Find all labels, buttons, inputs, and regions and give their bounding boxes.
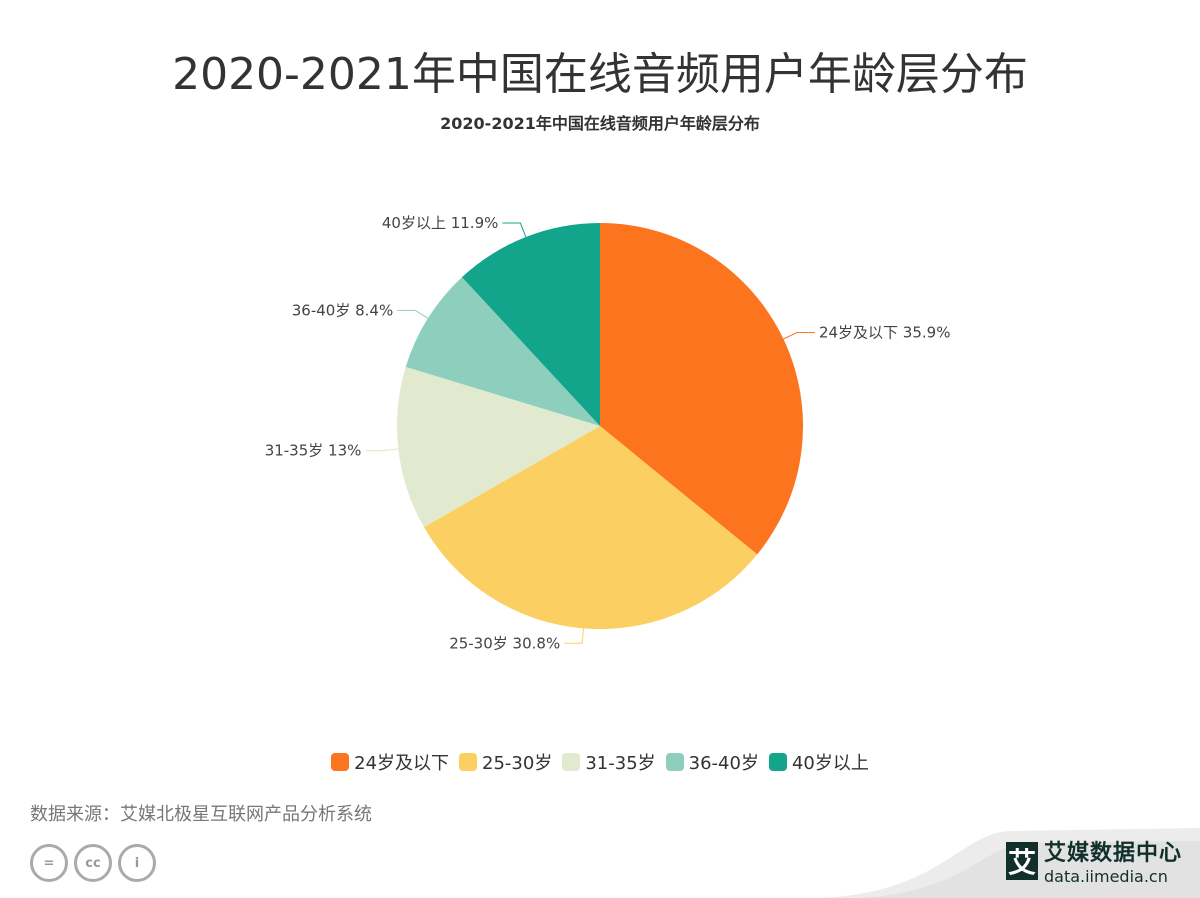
logo: 艾 艾媒数据中心 data.iimedia.cn bbox=[1005, 835, 1182, 886]
page-title: 2020-2021年中国在线音频用户年龄层分布 bbox=[172, 49, 1028, 100]
data-label-4: 40岁以上 11.9% bbox=[382, 214, 499, 232]
data-label-3: 36-40岁 8.4% bbox=[292, 301, 393, 319]
data-label-0: 24岁及以下 35.9% bbox=[819, 324, 951, 342]
legend-swatch bbox=[331, 753, 350, 771]
pie-slice-4[interactable] bbox=[461, 223, 600, 426]
legend-item-4[interactable]: 40岁以上 bbox=[768, 749, 869, 775]
legend-item-3[interactable]: 36-40岁 bbox=[665, 749, 759, 775]
pie-slice-0[interactable] bbox=[600, 223, 803, 555]
data-label-2: 31-35岁 13% bbox=[265, 442, 362, 460]
pie-slice-1[interactable] bbox=[423, 426, 758, 629]
pie-slice-2[interactable] bbox=[397, 366, 600, 528]
label-line-4 bbox=[502, 222, 527, 238]
legend: 24岁及以下 25-30岁 31-35岁 36-40岁 40岁以上 bbox=[0, 749, 1200, 775]
equals-icon: = bbox=[30, 844, 68, 882]
legend-label: 36-40岁 bbox=[688, 753, 759, 774]
legend-label: 31-35岁 bbox=[585, 753, 656, 774]
legend-item-2[interactable]: 31-35岁 bbox=[562, 749, 656, 775]
label-line-3 bbox=[397, 309, 429, 319]
data-source: 数据来源：艾媒北极星互联网产品分析系统 bbox=[30, 804, 372, 825]
pie-chart: 24岁及以下 35.9% 25-30岁 30.8% 31-35岁 13% 36-40岁… bbox=[265, 214, 951, 652]
license-icons: = cc i bbox=[30, 844, 156, 882]
data-label-1: 25-30岁 30.8% bbox=[449, 634, 560, 652]
legend-swatch bbox=[562, 753, 581, 771]
cc-icon: cc bbox=[74, 844, 112, 882]
chart-title: 2020-2021年中国在线音频用户年龄层分布 bbox=[440, 114, 760, 133]
label-line-2 bbox=[365, 448, 399, 452]
legend-swatch bbox=[768, 753, 787, 771]
legend-item-0[interactable]: 24岁及以下 bbox=[331, 749, 449, 775]
label-line-0 bbox=[783, 332, 815, 340]
legend-label: 25-30岁 bbox=[482, 753, 553, 774]
logo-name: 艾媒数据中心 bbox=[1043, 841, 1182, 866]
pie-slice-3[interactable] bbox=[405, 277, 600, 426]
legend-swatch bbox=[459, 753, 478, 771]
logo-mark: 艾 bbox=[1005, 841, 1038, 880]
logo-url: data.iimedia.cn bbox=[1043, 867, 1168, 886]
person-icon: i bbox=[118, 844, 156, 882]
legend-label: 24岁及以下 bbox=[354, 753, 450, 774]
label-line-1 bbox=[564, 628, 584, 644]
legend-swatch bbox=[665, 753, 684, 771]
legend-item-1[interactable]: 25-30岁 bbox=[459, 749, 552, 775]
legend-label: 40岁以上 bbox=[791, 753, 869, 774]
